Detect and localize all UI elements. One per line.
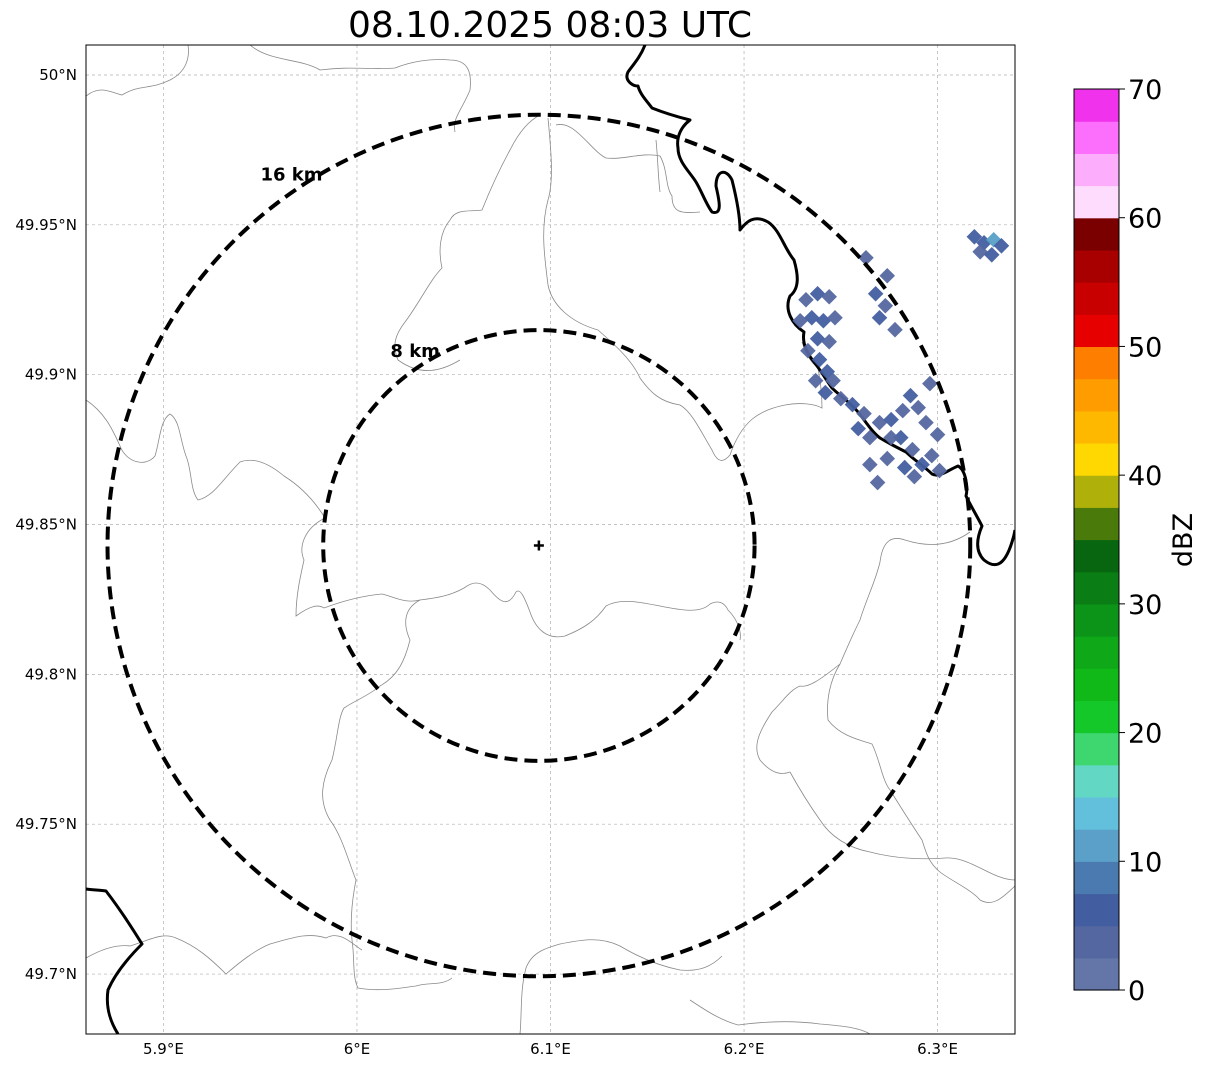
colorbar-segment bbox=[1074, 282, 1119, 315]
border-stream-east bbox=[543, 117, 823, 461]
colorbar-segments bbox=[1074, 89, 1119, 991]
x-tick-label: 6°E bbox=[344, 1040, 371, 1058]
colorbar: 0 10 20 30 40 50 60 70 dBZ bbox=[1073, 75, 1199, 1007]
y-tick-label: 49.8°N bbox=[25, 665, 77, 683]
colorbar-tick-label: 40 bbox=[1128, 461, 1162, 492]
border-north-west bbox=[86, 45, 189, 97]
colorbar-tick-label: 10 bbox=[1128, 847, 1162, 878]
y-tick-label: 49.95°N bbox=[15, 216, 77, 234]
colorbar-segment bbox=[1074, 829, 1119, 862]
colorbar-segment bbox=[1074, 153, 1119, 187]
colorbar-segment bbox=[1074, 249, 1119, 283]
colorbar-tick-label: 50 bbox=[1128, 332, 1162, 363]
range-ring-label: 16 km bbox=[260, 165, 322, 186]
echo-pixel bbox=[993, 238, 1010, 254]
range-ring-8km bbox=[321, 328, 757, 763]
border-south-edge bbox=[689, 999, 871, 1034]
x-tick-label: 6.2°E bbox=[724, 1040, 765, 1058]
colorbar-segment bbox=[1074, 346, 1119, 380]
colorbar-tick-label: 60 bbox=[1128, 204, 1162, 235]
colorbar-label: dBZ bbox=[1168, 513, 1199, 567]
figure-title: 08.10.2025 08:03 UTC bbox=[348, 5, 752, 46]
colorbar-tick-label: 70 bbox=[1128, 75, 1162, 106]
colorbar-segment bbox=[1074, 796, 1119, 830]
border-north-tributary bbox=[655, 139, 661, 193]
colorbar-segment bbox=[1074, 410, 1119, 444]
colorbar-segment bbox=[1074, 217, 1119, 251]
border-east-spur bbox=[756, 663, 841, 774]
colorbar-segment bbox=[1074, 571, 1119, 605]
colorbar-ticks: 0 10 20 30 40 50 60 70 bbox=[1119, 75, 1162, 1007]
graticule bbox=[86, 45, 1015, 1034]
colorbar-segment bbox=[1074, 732, 1119, 766]
range-rings: 8 km 16 km bbox=[105, 112, 973, 979]
colorbar-segment bbox=[1074, 893, 1119, 927]
x-tick-label: 6.3°E bbox=[917, 1040, 958, 1058]
colorbar-segment bbox=[1074, 957, 1119, 991]
echo-pixel bbox=[966, 229, 983, 245]
border-south-west-country bbox=[86, 887, 144, 1034]
colorbar-segment bbox=[1074, 636, 1119, 669]
y-tick-label: 49.85°N bbox=[15, 516, 77, 534]
colorbar-segment bbox=[1074, 314, 1119, 348]
border-north-central bbox=[394, 114, 541, 371]
colorbar-segment bbox=[1074, 475, 1119, 508]
border-south-east bbox=[789, 771, 1015, 881]
x-axis-ticks: 5.9°E 6°E 6.1°E 6.2°E 6.3°E bbox=[143, 1040, 958, 1058]
border-west bbox=[86, 399, 326, 617]
border-south-west bbox=[86, 935, 363, 975]
admin-borders bbox=[86, 45, 1015, 1034]
colorbar-tick-label: 30 bbox=[1128, 590, 1162, 621]
border-north-east bbox=[555, 124, 701, 213]
border-top-ridge bbox=[249, 45, 471, 133]
colorbar-tick-label: 0 bbox=[1128, 976, 1145, 1007]
range-ring-16km bbox=[105, 112, 973, 979]
map-panel[interactable]: 8 km 16 km bbox=[85, 44, 1016, 1035]
colorbar-segment bbox=[1074, 121, 1119, 154]
colorbar-segment bbox=[1074, 668, 1119, 701]
colorbar-segment bbox=[1074, 185, 1119, 219]
colorbar-segment bbox=[1074, 925, 1119, 959]
x-tick-label: 6.1°E bbox=[530, 1040, 571, 1058]
colorbar-segment bbox=[1074, 378, 1119, 412]
border-central-south bbox=[322, 599, 453, 991]
colorbar-segment bbox=[1074, 507, 1119, 541]
colorbar-segment bbox=[1074, 539, 1119, 573]
y-tick-label: 50°N bbox=[39, 66, 77, 84]
border-east bbox=[827, 531, 1015, 903]
colorbar-segment bbox=[1074, 861, 1119, 895]
x-tick-label: 5.9°E bbox=[143, 1040, 184, 1058]
colorbar-segment bbox=[1074, 89, 1119, 122]
y-tick-label: 49.7°N bbox=[25, 965, 77, 983]
range-ring-label: 8 km bbox=[390, 341, 440, 362]
y-tick-label: 49.9°N bbox=[25, 366, 77, 384]
y-tick-label: 49.75°N bbox=[15, 815, 77, 833]
colorbar-segment bbox=[1074, 603, 1119, 637]
map-frame bbox=[85, 44, 1016, 1035]
radar-site-marker bbox=[533, 540, 544, 551]
colorbar-frame bbox=[1073, 88, 1120, 991]
colorbar-tick-label: 20 bbox=[1128, 719, 1162, 750]
colorbar-segment bbox=[1074, 442, 1119, 476]
colorbar-segment bbox=[1074, 700, 1119, 734]
y-axis-ticks: 50°N 49.95°N 49.9°N 49.85°N 49.8°N 49.75°N 49.… bbox=[15, 66, 77, 983]
colorbar-segment bbox=[1074, 764, 1119, 798]
